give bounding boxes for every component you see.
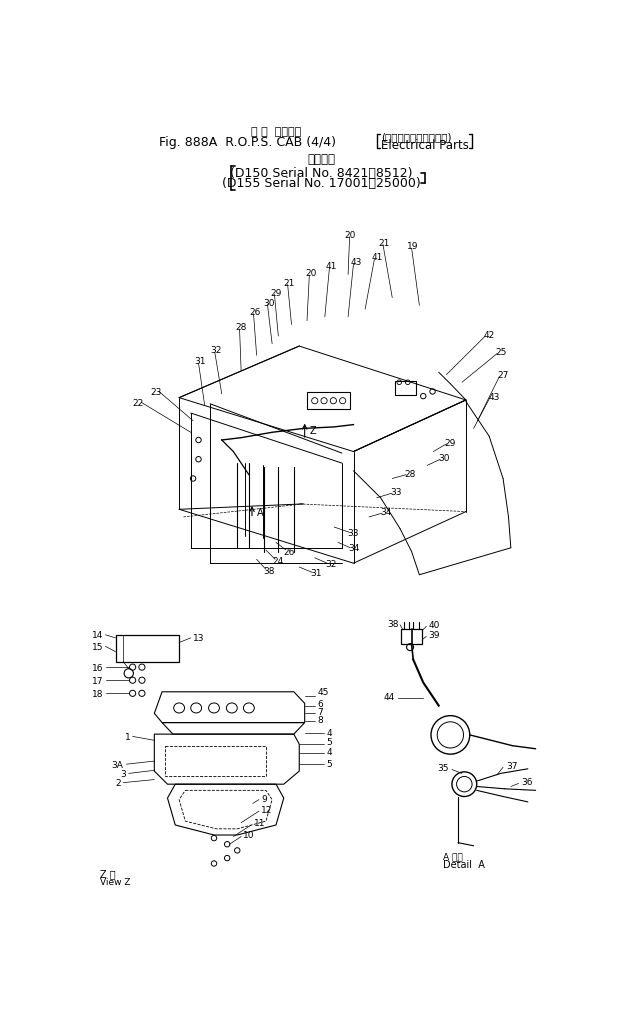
Text: 27: 27 bbox=[497, 371, 508, 380]
Text: 21: 21 bbox=[283, 278, 295, 287]
Text: 45: 45 bbox=[317, 687, 329, 697]
Text: 18: 18 bbox=[92, 690, 103, 699]
Text: 31: 31 bbox=[194, 357, 206, 366]
Text: 6: 6 bbox=[317, 700, 323, 708]
Text: 29: 29 bbox=[445, 439, 456, 447]
Text: 19: 19 bbox=[408, 243, 419, 251]
Text: 36: 36 bbox=[522, 776, 533, 786]
Text: 44: 44 bbox=[383, 693, 394, 702]
Text: Electrical Parts: Electrical Parts bbox=[381, 139, 468, 152]
Text: 39: 39 bbox=[429, 631, 440, 640]
Text: 41: 41 bbox=[371, 253, 382, 262]
Bar bbox=[394, 381, 416, 395]
Text: 41: 41 bbox=[325, 262, 337, 270]
Text: 4: 4 bbox=[327, 747, 332, 756]
Text: 20: 20 bbox=[344, 231, 356, 240]
Bar bbox=[165, 746, 266, 776]
Text: 適用号機: 適用号機 bbox=[307, 153, 335, 166]
Text: (D155 Serial No. 17001～25000): (D155 Serial No. 17001～25000) bbox=[221, 177, 420, 190]
Text: A: A bbox=[256, 508, 263, 517]
Text: ロ プ  スキャブ: ロ プ スキャブ bbox=[251, 127, 301, 137]
Text: View Z: View Z bbox=[100, 877, 130, 886]
Text: 16: 16 bbox=[92, 663, 103, 672]
Text: 5: 5 bbox=[327, 759, 332, 768]
Text: 20: 20 bbox=[305, 269, 317, 278]
Text: Z 機: Z 機 bbox=[100, 867, 116, 878]
Text: 11: 11 bbox=[253, 818, 265, 827]
Text: 33: 33 bbox=[348, 529, 359, 538]
Text: (D150 Serial No. 8421～8512): (D150 Serial No. 8421～8512) bbox=[229, 167, 412, 179]
Text: 23: 23 bbox=[150, 387, 162, 396]
Text: 33: 33 bbox=[391, 487, 402, 496]
Text: 25: 25 bbox=[495, 348, 507, 357]
Text: 15: 15 bbox=[92, 642, 103, 651]
Text: 13: 13 bbox=[193, 634, 204, 643]
Text: 43: 43 bbox=[488, 392, 500, 401]
Text: 3A: 3A bbox=[112, 760, 124, 769]
Text: 17: 17 bbox=[92, 676, 103, 685]
Text: 8: 8 bbox=[317, 716, 323, 724]
Text: 32: 32 bbox=[325, 559, 337, 568]
Text: 26: 26 bbox=[250, 307, 261, 316]
Text: 40: 40 bbox=[429, 621, 440, 630]
Text: Fig. 888A  R.O.P.S. CAB (4/4): Fig. 888A R.O.P.S. CAB (4/4) bbox=[159, 135, 336, 149]
Text: 26: 26 bbox=[283, 548, 295, 557]
Text: 38: 38 bbox=[387, 619, 399, 628]
Text: 4: 4 bbox=[327, 728, 332, 737]
Text: 30: 30 bbox=[438, 454, 450, 463]
Text: 21: 21 bbox=[379, 239, 390, 248]
Text: 22: 22 bbox=[132, 398, 144, 407]
Text: 37: 37 bbox=[506, 761, 518, 770]
Bar bbox=[401, 629, 423, 644]
Text: 5: 5 bbox=[327, 738, 332, 746]
Text: Z: Z bbox=[310, 426, 317, 436]
Bar bbox=[307, 393, 350, 409]
Text: 9: 9 bbox=[261, 794, 267, 803]
Text: 30: 30 bbox=[263, 298, 275, 307]
Text: A 隨図: A 隨図 bbox=[443, 851, 462, 860]
Text: 31: 31 bbox=[310, 568, 322, 577]
Text: 10: 10 bbox=[243, 831, 255, 840]
Text: 12: 12 bbox=[261, 806, 273, 814]
Text: 29: 29 bbox=[270, 288, 282, 297]
Text: 43: 43 bbox=[350, 258, 362, 267]
Bar bbox=[115, 635, 179, 662]
Text: 24: 24 bbox=[273, 557, 284, 566]
Text: 14: 14 bbox=[92, 631, 103, 640]
Text: 28: 28 bbox=[404, 469, 416, 478]
Text: 34: 34 bbox=[381, 508, 392, 517]
Text: 34: 34 bbox=[349, 544, 360, 553]
Text: 42: 42 bbox=[483, 331, 495, 340]
Text: 38: 38 bbox=[263, 567, 275, 576]
Text: 3: 3 bbox=[120, 769, 127, 778]
Text: 35: 35 bbox=[437, 763, 449, 772]
Text: 32: 32 bbox=[211, 346, 222, 355]
Text: Detail  A: Detail A bbox=[443, 859, 485, 869]
Text: 7: 7 bbox=[317, 707, 323, 716]
Text: 2: 2 bbox=[115, 778, 121, 788]
Text: 1: 1 bbox=[125, 732, 131, 741]
Text: (エレクトリカルパーツ): (エレクトリカルパーツ) bbox=[381, 132, 451, 143]
Text: 28: 28 bbox=[235, 323, 247, 332]
